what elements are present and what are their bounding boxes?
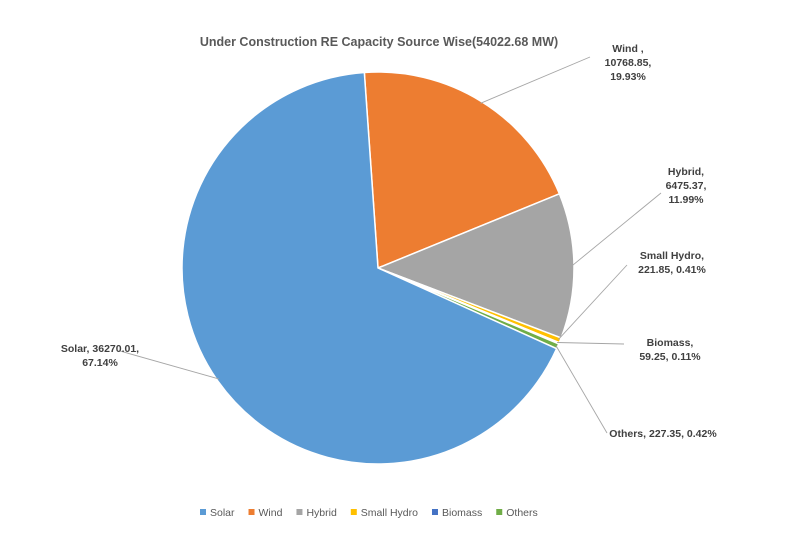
legend-label-small-hydro: Small Hydro <box>361 507 418 519</box>
pie-slice-hybrid <box>375 192 575 339</box>
data-label-hybrid: Hybrid, 6475.37, 11.99% <box>666 166 707 206</box>
legend-label-solar: Solar <box>210 507 235 519</box>
data-label-wind: Wind , 10768.85, 19.93% <box>605 43 652 83</box>
legend-label-others: Others <box>506 507 538 519</box>
legend-swatch-biomass <box>431 509 438 515</box>
data-labels: Solar, 36270.01, 67.14% Wind , 10768.85, 19.… <box>61 43 717 440</box>
legend-swatch-hybrid <box>296 509 303 515</box>
legend-swatch-solar <box>200 509 206 515</box>
chart-title: Under Construction RE Capacity Source Wi… <box>200 35 558 49</box>
legend-label-hybrid: Hybrid <box>306 507 337 519</box>
pie-slices <box>181 71 575 465</box>
leader-line-others <box>555 345 608 434</box>
pie-slice-wind <box>363 71 561 270</box>
leader-line-wind <box>480 56 591 104</box>
legend: Solar Wind Hybrid Small Hydro Biomass Others <box>200 507 538 519</box>
legend-swatch-others <box>496 509 503 515</box>
leader-line-hybrid <box>571 192 662 267</box>
legend-item-solar: Solar <box>200 507 235 519</box>
leader-line-biomass <box>557 342 625 345</box>
leader-lines <box>119 56 662 434</box>
legend-swatch-wind <box>248 509 255 515</box>
legend-item-hybrid: Hybrid <box>296 507 337 519</box>
leader-line-small-hydro <box>557 264 628 340</box>
legend-item-wind: Wind <box>248 507 283 519</box>
data-label-small-hydro: Small Hydro, 221.85, 0.41% <box>638 250 706 276</box>
pie-slice-solar <box>181 71 558 465</box>
legend-label-biomass: Biomass <box>442 507 482 519</box>
leader-line-solar <box>119 350 219 380</box>
legend-label-wind: Wind <box>259 507 283 519</box>
data-label-biomass: Biomass, 59.25, 0.11% <box>639 337 701 363</box>
legend-swatch-small-hydro <box>350 509 357 515</box>
data-label-solar: Solar, 36270.01, 67.14% <box>61 343 139 369</box>
data-label-others: Others, 227.35, 0.42% <box>609 428 717 440</box>
legend-item-biomass: Biomass <box>431 507 482 519</box>
legend-item-small-hydro: Small Hydro <box>350 507 418 519</box>
legend-item-others: Others <box>496 507 538 519</box>
